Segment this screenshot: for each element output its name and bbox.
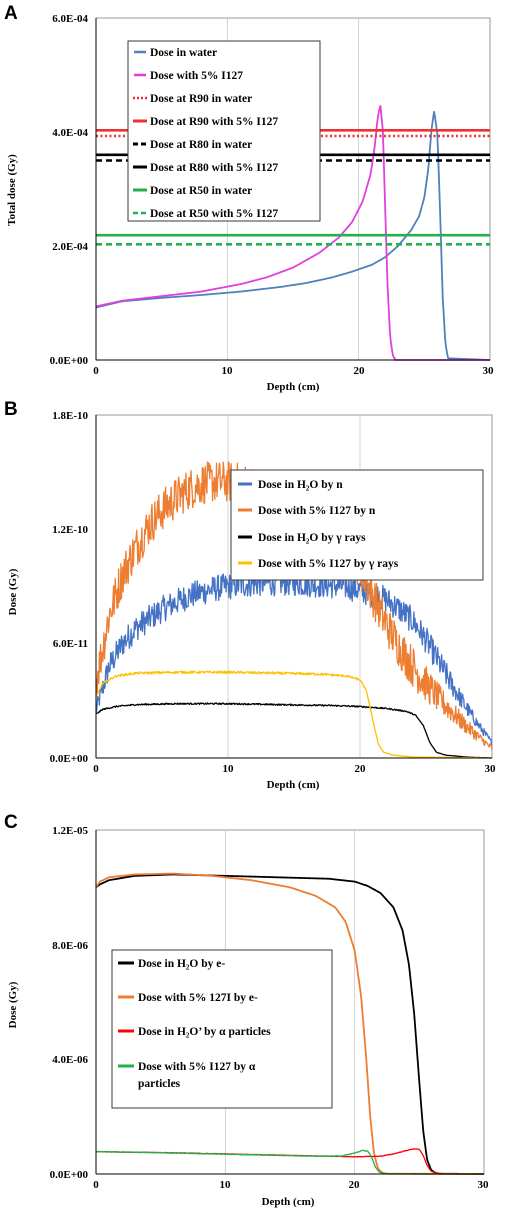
panel-b-ytick: 1.2E-10 (52, 524, 88, 536)
panel-b-xtick: 30 (485, 763, 497, 775)
legend-label: Dose at R80 with 5% I127 (150, 162, 278, 174)
panel-b-series-dose-with-5-i127-by-rays (95, 670, 493, 759)
legend-label: Dose with 5% I127 by γ rays (258, 558, 399, 570)
panel-a-letter: A (4, 3, 18, 24)
legend-label: Dose at R80 in water (150, 139, 252, 151)
legend-label: Dose at R90 in water (150, 93, 252, 105)
legend-label: Dose with 5% 127I by e- (138, 992, 258, 1004)
panel-a-ytick: 6.0E-04 (52, 13, 88, 25)
panel-b-ytick: 0.0E+00 (50, 753, 89, 765)
panel-c-ytick: 1.2E-05 (52, 825, 88, 837)
panel-c-ytick: 4.0E-06 (52, 1054, 88, 1066)
panel-a-ytick: 4.0E-04 (52, 127, 88, 139)
legend-label: Dose in H₂O by n (258, 479, 343, 491)
panel-c-series-dose-in-h-o-by-e (95, 873, 485, 1175)
panel-c-letter: C (4, 812, 18, 833)
panel-c-xtick: 0 (93, 1179, 99, 1191)
legend-label: Dose with 5% I127 by α (138, 1061, 256, 1073)
legend-label: Dose with 5% I127 by n (258, 505, 376, 517)
legend-label: Dose at R90 with 5% I127 (150, 116, 278, 128)
panel-a-y-axis-label: Total dose (Gy) (6, 154, 18, 226)
legend-label: particles (138, 1078, 181, 1090)
panel-c: C 1.2E-05 8.0E-06 4.0E-06 0.0E+00 0 10 2… (4, 812, 489, 1208)
panel-a-ytick: 0.0E+00 (50, 355, 89, 367)
panel-c-ytick: 0.0E+00 (50, 1169, 89, 1181)
legend-label: Dose in H₂O by e- (138, 958, 225, 970)
panel-b-ytick: 1.8E-10 (52, 410, 88, 422)
panel-c-axes: 1.2E-05 8.0E-06 4.0E-06 0.0E+00 0 10 20 … (7, 825, 489, 1208)
panel-c-legend: Dose in H₂O by e- Dose with 5% 127I by e… (111, 949, 333, 1109)
legend-label: Dose at R50 with 5% I127 (150, 208, 278, 220)
panel-c-y-axis-label: Dose (Gy) (7, 981, 19, 1028)
panel-c-legend-box (111, 949, 333, 1109)
panel-a-series-dose-in-water (95, 110, 491, 361)
panel-c-ytick: 8.0E-06 (52, 940, 88, 952)
panel-a: A 6.0E-04 4.0E-04 2.0E-04 0.0E+00 0 10 2… (4, 3, 494, 393)
panel-a-ytick: 2.0E-04 (52, 241, 88, 253)
panel-c-xtick: 20 (349, 1179, 361, 1191)
panel-b-series-dose-in-h-o-by-rays (95, 702, 493, 759)
legend-label: Dose with 5% I127 (150, 70, 243, 82)
legend-label: Dose in water (150, 47, 217, 59)
panel-a-legend-box (127, 40, 321, 222)
panel-b-legend: Dose in H₂O by n Dose with 5% I127 by n … (230, 469, 484, 581)
panel-a-xtick: 30 (483, 365, 495, 377)
panel-b-letter: B (4, 399, 18, 420)
panel-b-xtick: 10 (223, 763, 235, 775)
panel-b-legend-box (230, 469, 484, 581)
panel-c-xtick: 10 (220, 1179, 232, 1191)
panel-a-xtick: 10 (222, 365, 234, 377)
panel-b-y-axis-label: Dose (Gy) (7, 568, 19, 615)
panel-b-axes: 1.8E-10 1.2E-10 6.0E-11 0.0E+00 0 10 20 … (7, 410, 496, 791)
panel-a-axes: 6.0E-04 4.0E-04 2.0E-04 0.0E+00 0 10 20 … (6, 13, 494, 393)
panel-c-xtick: 30 (478, 1179, 490, 1191)
panel-c-x-axis-label: Depth (cm) (262, 1196, 315, 1208)
legend-label: Dose at R50 in water (150, 185, 252, 197)
panel-b-xtick: 20 (355, 763, 367, 775)
panel-b-xtick: 0 (93, 763, 99, 775)
legend-label: Dose in H₂O by γ rays (258, 532, 366, 544)
panel-b-ytick: 6.0E-11 (53, 638, 88, 650)
panel-b-x-axis-label: Depth (cm) (267, 779, 320, 791)
legend-label: Dose in H₂O’ by α particles (138, 1026, 271, 1038)
panel-a-x-axis-label: Depth (cm) (267, 381, 320, 393)
panel-a-xtick: 0 (93, 365, 99, 377)
panel-b: B 1.8E-10 1.2E-10 6.0E-11 0.0E+00 0 10 2… (4, 399, 496, 791)
panel-a-legend: Dose in water Dose with 5% I127 Dose at … (127, 40, 321, 222)
panel-a-xtick: 20 (354, 365, 366, 377)
